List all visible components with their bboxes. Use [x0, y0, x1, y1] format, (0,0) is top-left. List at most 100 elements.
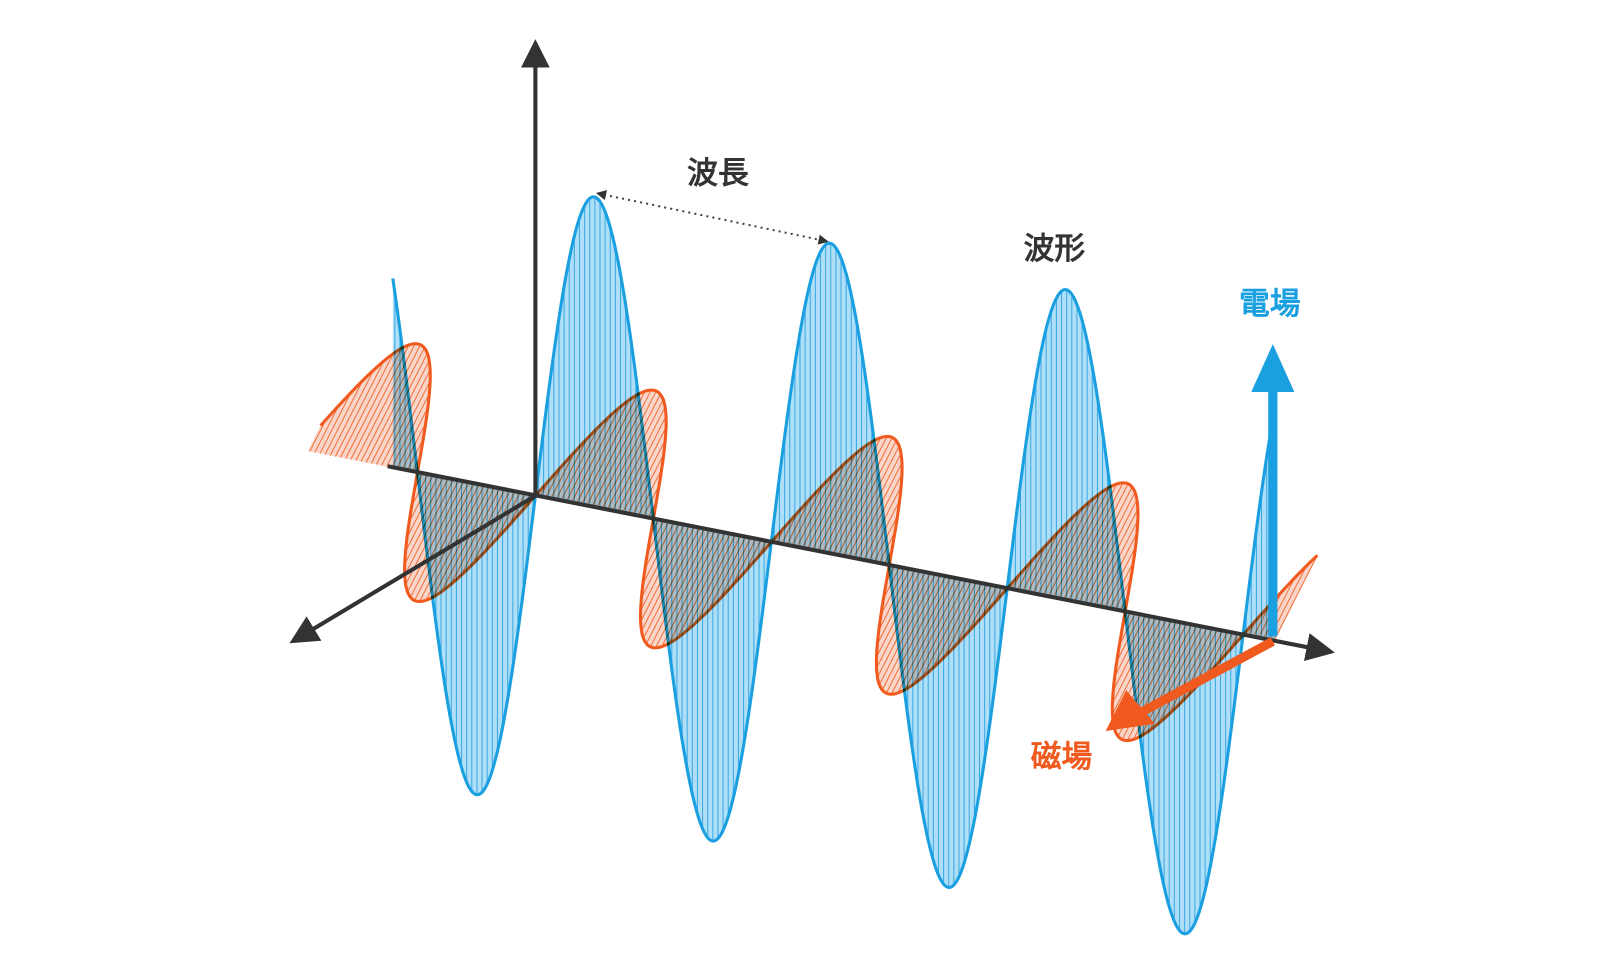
magnetic-hatch [319, 392, 352, 454]
magnetic-hatch [897, 578, 957, 694]
magnetic-hatch [460, 489, 506, 576]
magnetic-hatch [1148, 626, 1203, 731]
magnetic-hatch [414, 483, 475, 601]
magnetic-hatch [1078, 492, 1136, 603]
magnetic-hatch [334, 360, 385, 457]
magnetic-hatch [881, 575, 941, 691]
magnetic-hatch [1058, 483, 1118, 599]
magnetic-hatch [365, 347, 425, 463]
magnetic-hatch [408, 475, 434, 523]
magnetic-hatch [816, 440, 874, 552]
magnetic-hatch [1111, 617, 1157, 704]
magnetic-hatch [441, 487, 495, 592]
magnetic-hatch [1118, 613, 1136, 646]
magnetic-hatch [912, 580, 967, 685]
magnetic-hatch [822, 437, 882, 553]
magnetic-hatch [878, 531, 896, 564]
magnetic-hatch [890, 577, 952, 695]
magnetic-hatch [1042, 499, 1093, 596]
magnetic-hatch [360, 344, 421, 462]
magnetic-hatch [1111, 618, 1162, 715]
magnetic-hatch [786, 498, 811, 546]
magnetic-hatch [483, 491, 516, 553]
magnetic-hatch [555, 438, 588, 501]
magnetic-hatch [601, 394, 661, 510]
magnetic-hatch [707, 536, 747, 612]
magnetic-hatch [1116, 614, 1141, 662]
magnetic-hatch [391, 393, 430, 468]
magnetic-hatch [616, 416, 667, 513]
magnetic-hatch [596, 390, 657, 509]
magnetic-hatch [560, 426, 600, 502]
magnetic-hatch [1099, 532, 1138, 607]
magnetic-hatch [876, 570, 916, 645]
magnetic-hatch [404, 479, 454, 576]
magnetic-hatch [801, 462, 846, 549]
magnetic-hatch [922, 581, 972, 678]
magnetic-hatch [1088, 508, 1139, 605]
magnetic-hatch [1114, 615, 1147, 677]
magnetic-hatch [868, 500, 901, 562]
magnetic-hatch [410, 482, 470, 598]
magnetic-hatch [386, 380, 431, 467]
magnetic-arrow-shaft [1138, 637, 1276, 717]
magnetic-hatch [904, 579, 962, 690]
magnetic-hatch [878, 574, 936, 685]
magnetic-hatch [419, 484, 480, 602]
magnetic-hatch [611, 406, 666, 512]
magnetic-hatch [943, 583, 982, 658]
magnetic-hatch [832, 437, 893, 555]
magnetic-hatch [591, 389, 652, 508]
magnetic-hatch [719, 537, 752, 600]
magnetic-arrow-head [1105, 690, 1155, 731]
magnetic-hatch [640, 524, 685, 611]
magnetic-hatch [967, 585, 993, 633]
magnetic-hatch [668, 532, 726, 644]
magnetic-hatch [806, 453, 857, 550]
magnetic-hatch [1216, 632, 1234, 665]
electric-wave [391, 195, 1277, 936]
magnetic-hatch [355, 343, 416, 461]
magnetic-hatch [1063, 482, 1124, 600]
magnetic-hatch [661, 531, 721, 647]
magnetic-hatch [1273, 555, 1318, 642]
magnetic-hatch [637, 469, 663, 517]
electric-fill [392, 196, 1275, 934]
electric-field-label: 電場 [1239, 287, 1301, 322]
magnetic-hatch [876, 572, 926, 669]
magnetic-hatch [632, 453, 665, 516]
magnetic-hatch [655, 530, 716, 649]
magnetic-hatch [340, 353, 394, 458]
electric-arrow-head [1251, 344, 1295, 392]
magnetic-hatch [407, 481, 465, 593]
magnetic-hatch [586, 391, 646, 507]
propagation-axis [387, 464, 1335, 662]
magnetic-hatch [1109, 561, 1134, 609]
magnetic-hatch [837, 440, 897, 556]
magnetic-hatch [932, 582, 977, 669]
magnetic-field-label: 磁場 [1031, 740, 1093, 775]
magnetic-hatch [642, 485, 660, 518]
magnetic-hatch [350, 344, 410, 460]
magnetic-hatch [1032, 519, 1071, 594]
magnetic-hatch [642, 527, 700, 639]
magnetic-hatch [811, 446, 866, 551]
magnetic-hatch [622, 427, 667, 514]
magnetic-hatch [495, 492, 521, 540]
magnetic-hatch [375, 360, 430, 465]
magnetic-hatch [873, 515, 899, 563]
magnetic-hatch [1027, 531, 1060, 593]
depth-axis [289, 494, 537, 644]
magnetic-hatch [696, 535, 741, 622]
magnetic-hatch [876, 573, 931, 678]
magnetic-hatch [1158, 627, 1208, 724]
magnetic-hatch [645, 528, 706, 644]
magnetic-hatch [649, 529, 711, 648]
magnetic-hatch [647, 520, 665, 553]
magnetic-hatch [878, 569, 911, 631]
magnetic-hatch [1037, 508, 1082, 595]
wavelength-label: 波長 [687, 157, 749, 192]
magnetic-hatch [329, 369, 375, 456]
